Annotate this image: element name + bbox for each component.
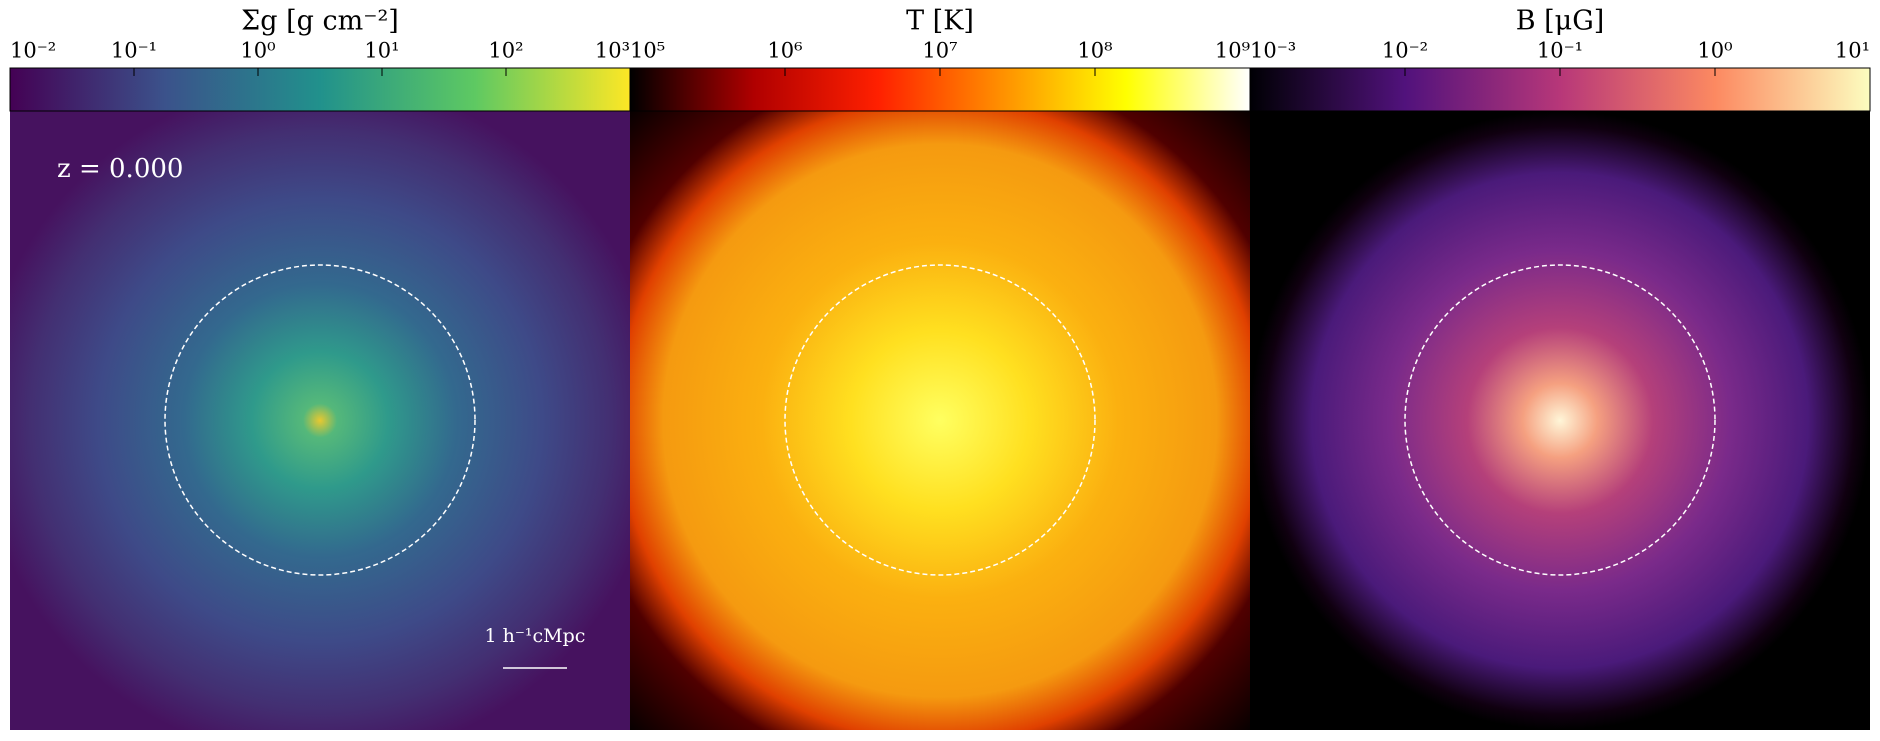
virial-circle [164, 264, 476, 576]
panel-images: z = 0.000 1 h⁻¹cMpc [10, 111, 1870, 730]
scale-bar-label: 1 h⁻¹cMpc [485, 625, 586, 647]
colorbar-tick-label: 10⁹ [1215, 39, 1250, 63]
colorbar-tick-label: 10⁶ [767, 39, 802, 63]
surface-density-map [10, 111, 630, 730]
virial-circle [1404, 264, 1716, 576]
magnetic-field-map [1250, 111, 1870, 730]
colorbar-tick-label: 10¹ [1835, 39, 1870, 63]
colorbar-tick-label: 10⁻² [10, 39, 56, 63]
colorbar-tick-label: 10⁻¹ [111, 39, 157, 63]
temperature-map [630, 111, 1250, 730]
virial-circle [784, 264, 1096, 576]
colorbar-tick-label: 10⁻³ [1250, 39, 1296, 63]
colorbar-tick-label: 10⁰ [1697, 39, 1732, 63]
colorbar-tick-label: 10² [488, 39, 523, 63]
colorbar-label: B [μG] [1516, 6, 1605, 37]
colorbar-tick-label: 10⁰ [240, 39, 275, 63]
colorbar-tick-label: 10⁷ [922, 39, 957, 63]
colorbar-tick-label: 10⁻¹ [1537, 39, 1583, 63]
colorbar [9, 67, 631, 112]
redshift-label: z = 0.000 [57, 154, 183, 184]
colorbar-label: Σg [g cm⁻²] [241, 6, 399, 37]
colorbar-tick-label: 10¹ [364, 39, 399, 63]
colorbar-tick-label: 10³ [595, 39, 630, 63]
colorbar-tick-label: 10⁸ [1077, 39, 1112, 63]
colorbar-label: T [K] [906, 6, 974, 37]
colorbar-tick-label: 10⁵ [630, 39, 665, 63]
colorbar-tick-label: 10⁻² [1382, 39, 1428, 63]
